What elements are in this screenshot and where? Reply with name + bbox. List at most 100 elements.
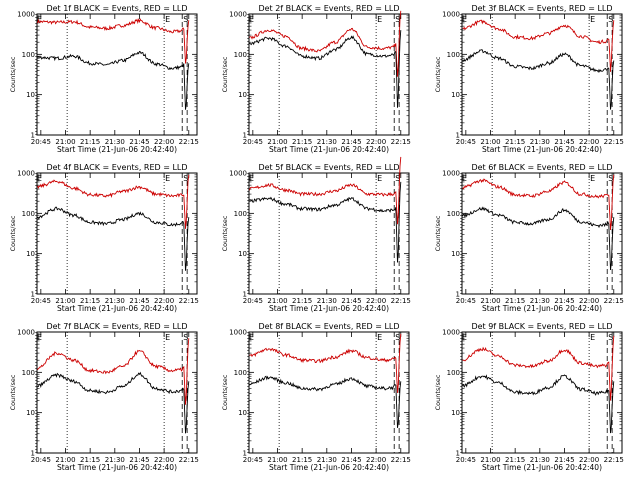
marker-label: S xyxy=(395,333,400,342)
x-tick-label: 21:45 xyxy=(129,138,149,146)
y-axis-label: Counts/sec xyxy=(221,56,229,92)
x-tick-label: 22:00 xyxy=(366,138,386,146)
y-tick-label: 1 xyxy=(243,291,247,299)
x-tick-label: 22:15 xyxy=(604,297,624,305)
x-axis-label: Start Time (21-Jun-06 20:42:40) xyxy=(57,463,177,472)
y-tick-label: 100 xyxy=(447,51,460,59)
x-tick-label: 22:15 xyxy=(604,456,624,464)
x-tick-label: 21:00 xyxy=(55,138,75,146)
x-tick-label: 22:15 xyxy=(604,138,624,146)
panel-title: Det 7f BLACK = Events, RED = LLD xyxy=(46,322,187,331)
axes-frame xyxy=(248,331,410,454)
series-lld xyxy=(37,338,190,405)
marker-label: S xyxy=(608,333,613,342)
x-tick-label: 21:15 xyxy=(292,297,312,305)
panel-title: Det 1f BLACK = Events, RED = LLD xyxy=(46,4,187,13)
y-tick-label: 10 xyxy=(451,409,460,417)
x-tick-label: 21:30 xyxy=(317,138,337,146)
x-tick-label: 20:45 xyxy=(243,456,263,464)
y-tick-label: 1 xyxy=(456,291,460,299)
y-tick-label: 1 xyxy=(31,291,35,299)
marker-label: E xyxy=(590,174,595,183)
panel-title: Det 8f BLACK = Events, RED = LLD xyxy=(258,322,399,331)
x-tick-label: 22:00 xyxy=(366,456,386,464)
marker-label: E xyxy=(165,15,170,24)
y-tick-label: 10 xyxy=(26,409,35,417)
axes-frame xyxy=(248,172,410,295)
axes-frame xyxy=(36,13,198,136)
marker-label: E xyxy=(590,333,595,342)
series-events xyxy=(37,371,190,434)
x-tick-label: 21:00 xyxy=(267,456,287,464)
x-axis-label: Start Time (21-Jun-06 20:42:40) xyxy=(269,304,389,313)
x-tick-label: 20:45 xyxy=(456,297,476,305)
x-axis-label: Start Time (21-Jun-06 20:42:40) xyxy=(57,145,177,154)
x-tick-label: 21:00 xyxy=(267,138,287,146)
y-tick-label: 1000 xyxy=(442,170,460,178)
axes-frame xyxy=(248,13,410,136)
x-axis-label: Start Time (21-Jun-06 20:42:40) xyxy=(482,145,602,154)
x-tick-label: 21:15 xyxy=(505,456,525,464)
marker-label: E xyxy=(377,15,382,24)
marker-label: E xyxy=(377,174,382,183)
y-tick-label: 100 xyxy=(234,51,247,59)
y-axis-label: Counts/sec xyxy=(9,374,17,410)
y-tick-label: 1000 xyxy=(17,329,35,337)
x-tick-label: 20:45 xyxy=(31,138,51,146)
series-lld xyxy=(462,19,615,72)
series-lld xyxy=(462,335,615,401)
x-tick-label: 21:00 xyxy=(480,138,500,146)
x-tick-label: 22:00 xyxy=(579,297,599,305)
x-tick-label: 22:00 xyxy=(154,297,174,305)
x-tick-label: 21:45 xyxy=(341,297,361,305)
x-tick-label: 21:30 xyxy=(105,297,125,305)
series-lld xyxy=(462,174,615,231)
x-axis-label: Start Time (21-Jun-06 20:42:40) xyxy=(482,304,602,313)
x-tick-label: 22:15 xyxy=(179,138,199,146)
series-lld xyxy=(37,174,190,229)
x-axis-label: Start Time (21-Jun-06 20:42:40) xyxy=(269,145,389,154)
x-tick-label: 20:45 xyxy=(31,456,51,464)
series-events xyxy=(462,49,615,110)
marker-label: E xyxy=(165,333,170,342)
panel-5: Det 5f BLACK = Events, RED = LLD 1 10 100 10… xyxy=(221,156,411,313)
panel-title: Det 3f BLACK = Events, RED = LLD xyxy=(471,4,612,13)
x-tick-label: 21:45 xyxy=(554,297,574,305)
y-axis-label: Counts/sec xyxy=(434,56,442,92)
y-tick-label: 1 xyxy=(31,132,35,140)
x-tick-label: 21:30 xyxy=(530,456,550,464)
x-tick-label: 20:45 xyxy=(31,297,51,305)
x-tick-label: 21:00 xyxy=(480,456,500,464)
y-tick-label: 1 xyxy=(456,450,460,458)
x-tick-label: 21:30 xyxy=(105,138,125,146)
series-events xyxy=(37,206,190,271)
y-tick-label: 1000 xyxy=(442,11,460,19)
marker-label: E xyxy=(377,333,382,342)
y-tick-label: 10 xyxy=(451,250,460,258)
marker-label: E xyxy=(249,174,254,183)
panel-4: Det 4f BLACK = Events, RED = LLD 1 10 100 10… xyxy=(9,163,199,313)
x-tick-label: 21:00 xyxy=(480,297,500,305)
x-tick-label: 21:45 xyxy=(554,138,574,146)
panel-title: Det 5f BLACK = Events, RED = LLD xyxy=(258,163,399,172)
y-axis-label: Counts/sec xyxy=(221,374,229,410)
marker-label: S xyxy=(183,333,188,342)
x-tick-label: 21:45 xyxy=(341,138,361,146)
panel-3: Det 3f BLACK = Events, RED = LLD 1 10 100 10… xyxy=(434,4,624,154)
x-axis-label: Start Time (21-Jun-06 20:42:40) xyxy=(482,463,602,472)
marker-label: S xyxy=(183,15,188,24)
panel-title: Det 9f BLACK = Events, RED = LLD xyxy=(471,322,612,331)
x-tick-label: 21:45 xyxy=(129,297,149,305)
x-tick-label: 21:00 xyxy=(267,297,287,305)
x-tick-label: 20:45 xyxy=(456,138,476,146)
panel-9: Det 9f BLACK = Events, RED = LLD 1 10 100 10… xyxy=(434,322,624,472)
marker-label: E xyxy=(37,174,42,183)
x-tick-label: 22:00 xyxy=(366,297,386,305)
marker-label: S xyxy=(183,174,188,183)
y-tick-label: 10 xyxy=(238,409,247,417)
x-axis-label: Start Time (21-Jun-06 20:42:40) xyxy=(269,463,389,472)
panel-8: Det 8f BLACK = Events, RED = LLD 1 10 100 10… xyxy=(221,322,411,472)
x-tick-label: 22:00 xyxy=(154,138,174,146)
y-tick-label: 100 xyxy=(447,369,460,377)
x-tick-label: 21:45 xyxy=(129,456,149,464)
